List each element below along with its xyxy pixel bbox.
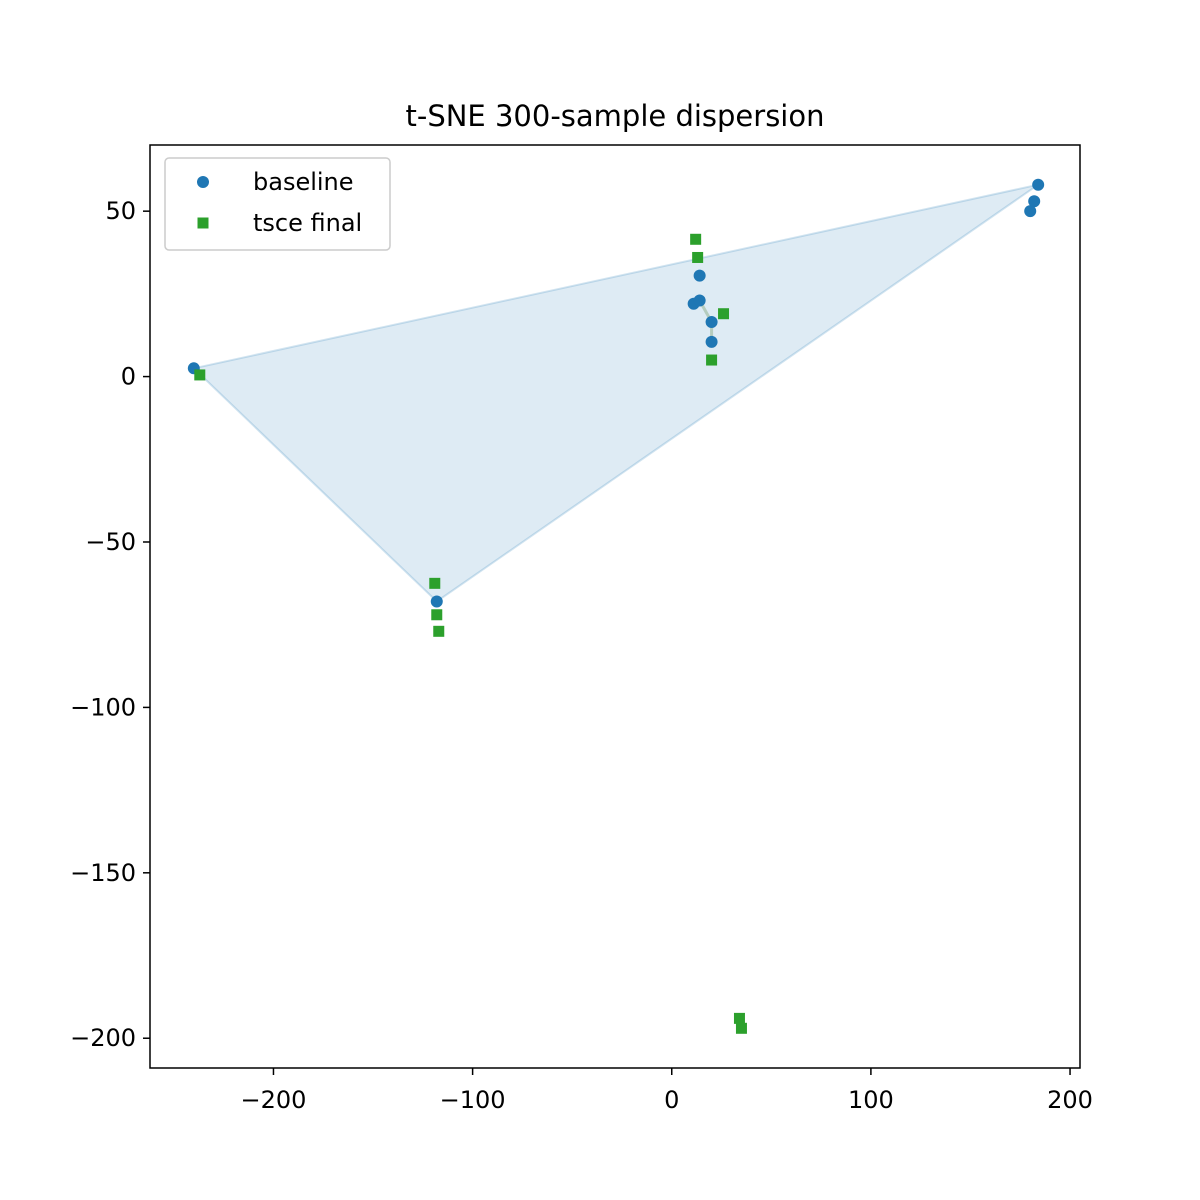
data-point-square — [194, 369, 206, 381]
hull-polygon — [191, 183, 1039, 603]
x-tick-label: 200 — [1047, 1086, 1093, 1114]
legend-label: tsce final — [253, 209, 362, 237]
data-point-square — [429, 577, 441, 589]
data-point-square — [733, 1012, 745, 1024]
data-point-circle — [1024, 205, 1037, 218]
y-tick-label: −50 — [85, 528, 136, 556]
data-point-square — [706, 354, 718, 366]
data-point-square — [718, 308, 730, 320]
data-point-square — [692, 251, 704, 263]
data-point-circle — [705, 315, 718, 328]
legend-label: baseline — [253, 168, 354, 196]
data-point-square — [735, 1022, 747, 1034]
y-tick-label: 0 — [121, 363, 136, 391]
x-tick-label: 0 — [664, 1086, 679, 1114]
data-point-circle — [693, 294, 706, 307]
y-tick-label: −200 — [70, 1024, 136, 1052]
data-point-circle — [705, 335, 718, 348]
legend-marker-circle — [197, 176, 209, 188]
plot-area — [187, 178, 1045, 1034]
axes-frame — [149, 144, 1081, 1069]
series-tsce-final — [194, 233, 747, 1034]
legend-marker-square — [197, 217, 209, 229]
x-tick-label: −100 — [440, 1086, 506, 1114]
chart-title: t-SNE 300-sample dispersion — [406, 99, 825, 133]
data-point-square — [690, 233, 702, 245]
data-point-circle — [1028, 195, 1041, 208]
data-point-circle — [430, 595, 443, 608]
data-point-square — [431, 609, 443, 621]
data-point-circle — [693, 269, 706, 282]
legend: baseline tsce final — [164, 157, 391, 251]
y-tick-label: −100 — [70, 693, 136, 721]
x-tick-label: −200 — [241, 1086, 307, 1114]
x-tick-label: 100 — [848, 1086, 894, 1114]
data-point-square — [433, 625, 445, 637]
series-baseline — [187, 178, 1045, 608]
data-point-circle — [1032, 178, 1045, 191]
legend-box — [164, 157, 391, 251]
y-tick-label: 50 — [105, 197, 136, 225]
y-tick-label: −150 — [70, 859, 136, 887]
axes: −200 −100 0 100 200 50 0 −50 −100 −150 −200 — [70, 197, 1093, 1114]
